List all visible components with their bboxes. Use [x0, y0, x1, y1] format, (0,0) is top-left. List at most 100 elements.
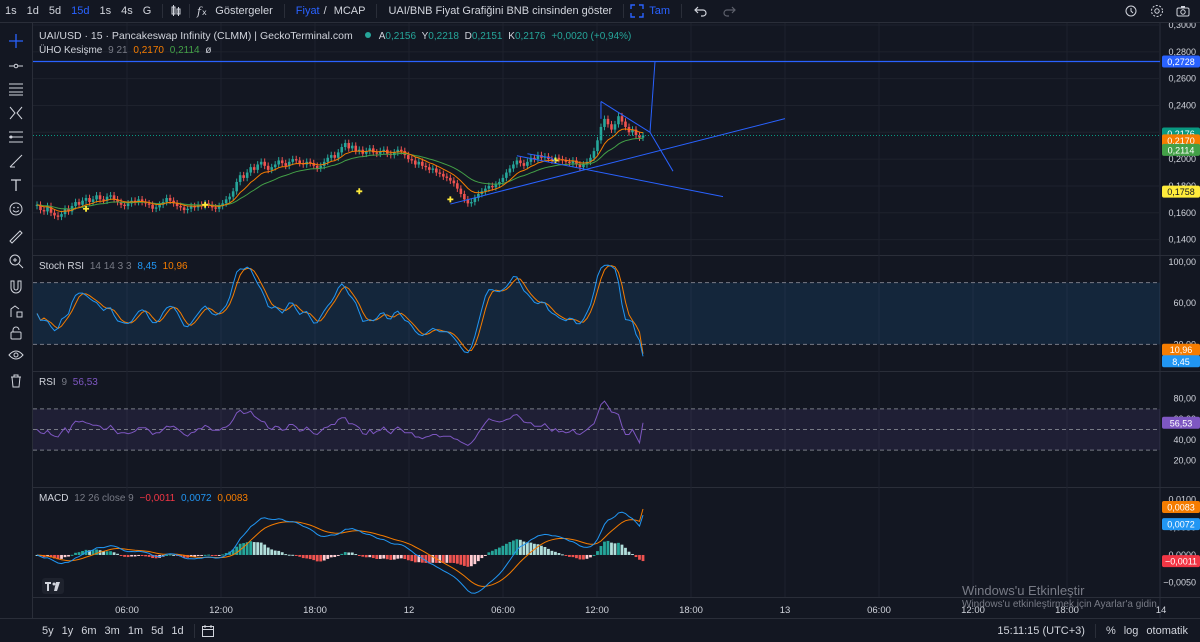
symbol-title[interactable]: UAI/USD · 15 · Pancakeswap Infinity (CLM…	[39, 30, 353, 42]
price-badge-0,2170	[1162, 134, 1200, 147]
ma-extra: ø	[205, 45, 212, 56]
interval-button-0[interactable]: 1s	[5, 5, 17, 17]
magnet-icon[interactable]	[8, 279, 24, 295]
emoji-icon[interactable]	[8, 201, 24, 217]
crosshair-icon[interactable]	[8, 33, 24, 49]
macd-histogram-bar	[585, 554, 589, 559]
bnb-denomination-toggle[interactable]: UAI/BNB Fiyat Grafiğini BNB cinsinden gö…	[388, 5, 613, 17]
text-tool-icon[interactable]	[8, 177, 24, 193]
interval-button-3[interactable]: 15d	[71, 5, 90, 17]
ruler-icon[interactable]	[8, 229, 24, 245]
zoom-in-icon[interactable]	[8, 253, 24, 269]
candle-body	[575, 160, 578, 165]
lock-icon[interactable]	[8, 325, 24, 341]
brush-icon[interactable]	[8, 153, 24, 169]
macd-histogram-bar	[536, 544, 540, 555]
undo-icon[interactable]	[694, 4, 708, 18]
macd-histogram-bar	[473, 554, 477, 565]
interval-button-5[interactable]: 4s	[121, 5, 133, 17]
macd-histogram-bar	[483, 554, 487, 556]
macd-histogram-bar	[305, 554, 309, 559]
calendar-icon[interactable]	[201, 624, 215, 638]
mcap-toggle[interactable]: MCAP	[333, 5, 366, 17]
macd-histogram-bar	[399, 554, 403, 559]
range-button-5d[interactable]: 5d	[151, 624, 164, 637]
candle-body	[589, 157, 592, 162]
candle-body	[424, 165, 428, 168]
trash-icon[interactable]	[8, 373, 24, 389]
candle-body	[484, 188, 487, 192]
auto-scale-toggle[interactable]: otomatik	[1146, 624, 1188, 637]
macd-histogram-bar	[312, 554, 316, 561]
macd-tick-label: 0,0100	[1168, 495, 1196, 505]
candle-body	[53, 212, 56, 216]
stoch-name[interactable]: Stoch RSI	[39, 261, 85, 272]
eye-icon[interactable]	[8, 347, 24, 363]
trendline-pennant	[600, 101, 674, 172]
price-toggle[interactable]: Fiyat	[295, 5, 320, 17]
macd-histogram-bar	[641, 554, 645, 562]
candle-body	[116, 199, 119, 203]
chart-area[interactable]: 06:00 12:00 18:00 12 06:00 12:00 18:00 13 06:00 1…	[33, 20, 1200, 621]
candle-body	[340, 147, 344, 153]
macd-histogram-bar	[256, 542, 260, 555]
macd-histogram-bar	[438, 554, 442, 563]
camera-icon[interactable]	[1176, 4, 1190, 18]
chart-canvas[interactable]: 06:00 12:00 18:00 12 06:00 12:00 18:00 13 06:00 1…	[33, 20, 1200, 618]
settings-icon[interactable]	[1150, 4, 1164, 18]
percent-toggle[interactable]: %	[1105, 624, 1116, 637]
interval-button-2[interactable]: 5d	[48, 5, 62, 17]
macd-histogram-bar	[413, 554, 417, 563]
macd-histogram-bar	[277, 550, 281, 555]
replay-icon[interactable]	[1124, 4, 1138, 18]
macd-histogram-bar	[599, 546, 603, 555]
candle-body	[519, 160, 522, 164]
ma-name[interactable]: ÜHO Kesişme	[39, 45, 103, 56]
range-button-3m[interactable]: 3m	[104, 624, 120, 637]
range-button-1m[interactable]: 1m	[127, 624, 144, 637]
price-tick-label: 0,2600	[1168, 74, 1196, 84]
lock-drawing-icon[interactable]	[8, 303, 24, 319]
stoch-params: 14 14 3 3	[89, 261, 132, 272]
macd-name[interactable]: MACD	[39, 493, 69, 504]
fib-icon[interactable]	[8, 129, 24, 145]
candle-body	[498, 181, 501, 185]
macd-histogram-bar	[424, 554, 428, 563]
macd-badge	[1162, 500, 1200, 513]
time-tick-label: 14	[1156, 605, 1167, 616]
macd-histogram-bar	[347, 552, 351, 555]
macd-histogram-bar	[133, 554, 137, 557]
range-button-6m[interactable]: 6m	[81, 624, 97, 637]
horizontal-lines-icon[interactable]	[8, 81, 24, 97]
log-toggle[interactable]: log	[1123, 624, 1139, 637]
stoch-legend: Stoch RSI 14 14 3 3 8,45 10,96	[39, 261, 191, 272]
interval-button-6[interactable]: G	[142, 5, 152, 17]
range-button-1d[interactable]: 1d	[171, 624, 184, 637]
tradingview-logo[interactable]	[42, 578, 64, 594]
interval-button-1[interactable]: 1d	[26, 5, 39, 17]
fullscreen-icon[interactable]	[630, 4, 644, 18]
candles-icon[interactable]	[169, 4, 183, 18]
candle-body	[221, 203, 224, 207]
candle-body	[336, 152, 340, 158]
pattern-icon[interactable]	[8, 105, 24, 121]
candle-body	[140, 199, 144, 203]
candle-body	[284, 163, 288, 166]
range-button-5y[interactable]: 5y	[42, 624, 54, 637]
interval-button-4[interactable]: 1s	[99, 5, 112, 17]
indicators-button[interactable]: Göstergeler	[215, 5, 273, 17]
candle-body	[189, 206, 193, 209]
macd-histogram-bar	[53, 554, 56, 559]
range-button-1y[interactable]: 1y	[61, 624, 74, 637]
fullscreen-button[interactable]: Tam	[649, 5, 671, 17]
candle-body	[294, 159, 298, 161]
macd-histogram-bar	[501, 545, 505, 555]
rsi-name[interactable]: RSI	[39, 377, 56, 388]
candle-body	[245, 172, 249, 178]
candle-body	[315, 165, 319, 169]
ma-cross-marker	[447, 196, 454, 203]
trend-line-icon[interactable]	[8, 58, 24, 74]
redo-icon[interactable]	[722, 4, 736, 18]
clock-display[interactable]: 15:11:15 (UTC+3)	[997, 624, 1085, 637]
